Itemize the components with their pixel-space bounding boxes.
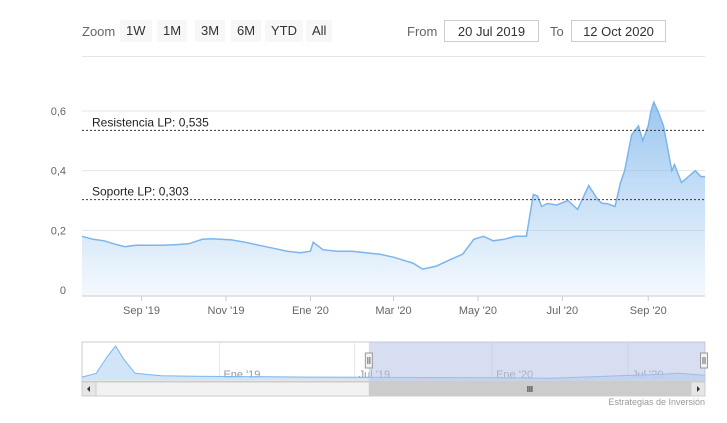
arrow-left-icon [87, 386, 90, 392]
zoom-1w-button[interactable]: 1W [120, 20, 152, 42]
to-date-input[interactable]: 12 Oct 2020 [571, 20, 666, 42]
to-label: To [550, 24, 564, 39]
x-tick-label: Sep '20 [630, 305, 667, 317]
x-tick-label: Jul '20 [547, 305, 578, 317]
zoom-label: Zoom [82, 24, 116, 39]
x-tick-label: Nov '19 [208, 305, 245, 317]
x-tick-label: Ene '20 [292, 305, 329, 317]
series-area [82, 102, 705, 296]
y-tick-label: 0,4 [51, 166, 66, 178]
zoom-all-button[interactable]: All [306, 20, 333, 42]
x-tick-label: Sep '19 [123, 305, 160, 317]
resistance-label: Resistencia LP: 0,535 [92, 115, 209, 129]
toolbar-divider [82, 56, 705, 57]
range-selector: Zoom 1W 1M 3M 6M YTD All From 20 Jul 201… [0, 0, 727, 56]
y-tick-label: 0,6 [51, 106, 66, 118]
navigator-selection[interactable] [368, 342, 705, 381]
y-tick-label: 0,2 [51, 225, 66, 237]
zoom-3m-button[interactable]: 3M [195, 20, 226, 42]
series-line [81, 100, 705, 270]
from-date-input[interactable]: 20 Jul 2019 [444, 20, 539, 42]
navigator-right-handle[interactable] [700, 352, 708, 369]
navigator-left-handle[interactable] [364, 352, 373, 369]
arrow-right-icon [697, 386, 700, 392]
zoom-ytd-button[interactable]: YTD [265, 20, 303, 42]
credits: Estrategias de Inversión [608, 397, 705, 407]
y-tick-label: 0 [60, 285, 66, 297]
from-label: From [407, 24, 438, 39]
zoom-1m-button[interactable]: 1M [157, 20, 188, 42]
x-tick-label: Mar '20 [375, 305, 411, 317]
support-label: Soporte LP: 0,303 [92, 185, 189, 199]
zoom-6m-button[interactable]: 6M [231, 20, 262, 42]
x-tick-label: May '20 [459, 305, 497, 317]
